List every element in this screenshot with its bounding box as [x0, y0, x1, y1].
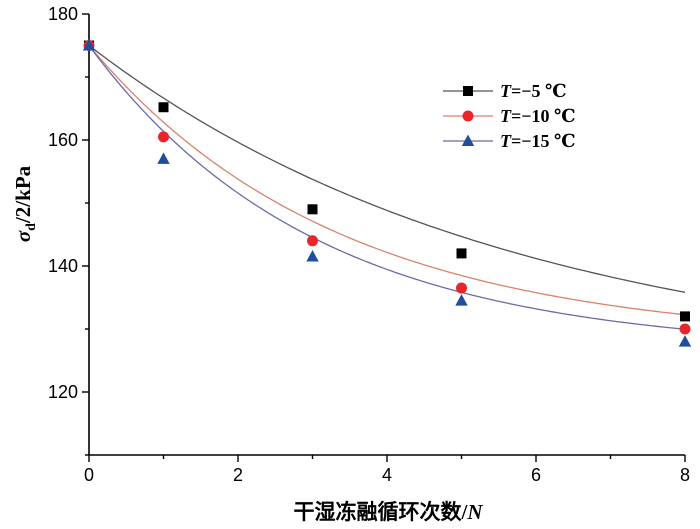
y-tick-label: 140 — [48, 256, 78, 276]
data-point-series-1 — [158, 102, 169, 113]
x-axis-title-var: N — [466, 500, 483, 524]
data-markers — [82, 39, 692, 347]
y-axis-title-sub: d — [24, 223, 39, 231]
y-tick-label: 160 — [48, 130, 78, 150]
legend-marker-series-1 — [463, 86, 473, 96]
legend-label-var: T — [500, 81, 512, 101]
x-tick-label: 4 — [382, 465, 392, 485]
y-tick-label: 120 — [48, 382, 78, 402]
legend-label-var: T — [500, 131, 512, 151]
data-point-series-1 — [456, 248, 467, 259]
y-axis-title: σd/2/kPa — [11, 165, 39, 242]
data-point-series-1 — [307, 204, 318, 215]
data-point-series-3 — [82, 39, 96, 51]
data-point-series-1 — [680, 311, 690, 322]
data-point-series-3 — [455, 294, 468, 306]
legend: T=−5 ℃T=−10 ℃T=−15 ℃ — [443, 81, 576, 151]
legend-label-var: T — [500, 106, 512, 126]
legend-marker-series-2 — [462, 110, 474, 122]
data-point-series-2 — [307, 235, 318, 247]
data-point-series-2 — [456, 282, 467, 294]
legend-label-series-1: T=−5 ℃ — [500, 81, 567, 101]
data-point-series-3 — [157, 152, 170, 164]
legend-marker-series-3 — [461, 134, 475, 146]
data-point-series-2 — [158, 131, 169, 143]
x-axis-title-text: 干湿冻融循环次数/ — [293, 500, 468, 524]
x-tick-label: 6 — [531, 465, 541, 485]
legend-label-value: =−10 ℃ — [511, 106, 576, 126]
axes: 0 2 4 6 8 120 140 160 180 — [48, 4, 690, 485]
x-tick-label: 2 — [233, 465, 243, 485]
fit-curve-series-2 — [88, 45, 686, 316]
legend-label-series-3: T=−15 ℃ — [500, 131, 576, 151]
fit-curve-series-3 — [88, 45, 686, 330]
y-axis-title-rest: /2/kPa — [11, 165, 35, 224]
x-tick-label: 0 — [84, 465, 94, 485]
fit-curve-series-1 — [88, 44, 686, 293]
legend-label-value: =−15 ℃ — [511, 131, 576, 151]
y-axis-title-sigma: σ — [11, 230, 35, 242]
data-point-series-3 — [306, 250, 319, 262]
legend-label-series-2: T=−10 ℃ — [500, 106, 576, 126]
x-axis-title: 干湿冻融循环次数/N — [293, 500, 483, 524]
data-point-series-2 — [679, 323, 691, 335]
x-tick-label: 8 — [680, 465, 690, 485]
y-tick-label: 180 — [48, 4, 78, 24]
fit-curves — [88, 44, 686, 330]
data-point-series-3 — [678, 335, 692, 347]
legend-label-value: =−5 ℃ — [511, 81, 567, 101]
